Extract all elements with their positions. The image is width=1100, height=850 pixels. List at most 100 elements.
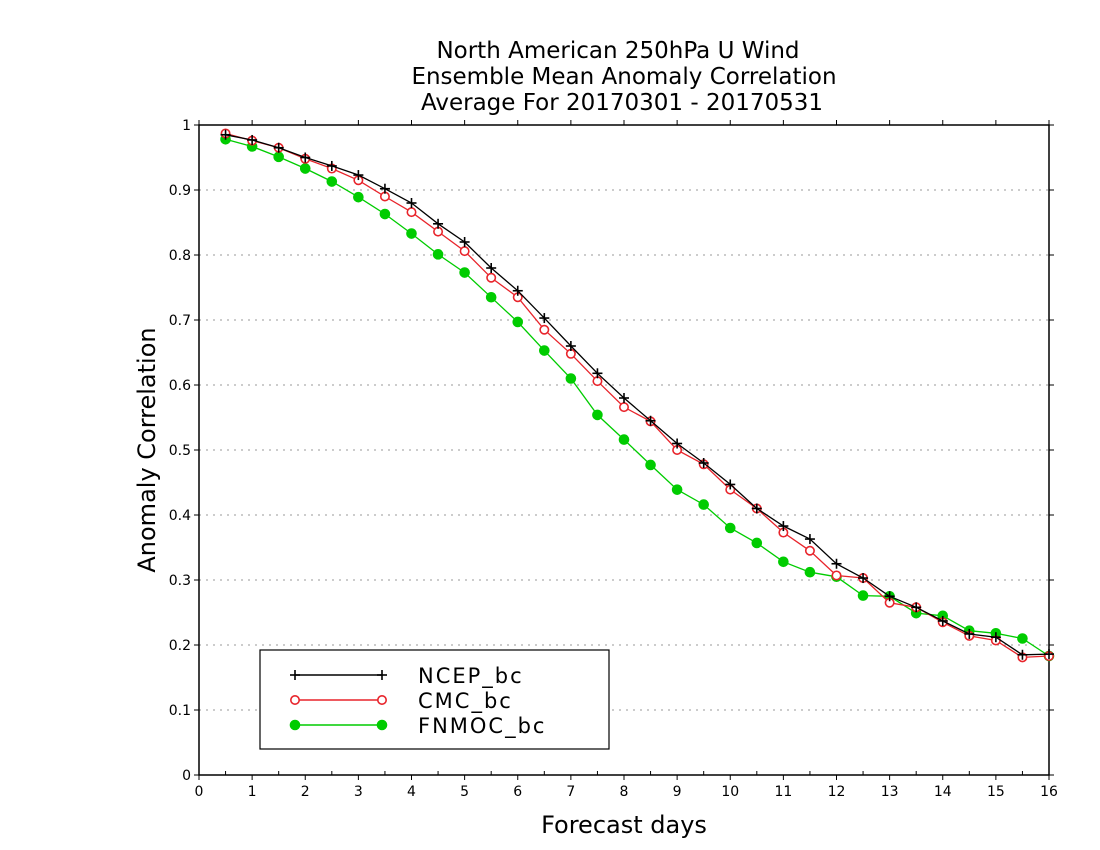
y-tick-label: 0: [182, 768, 191, 784]
x-tick-label: 11: [774, 784, 792, 800]
legend-marker-fnmoc-bc: [376, 719, 388, 731]
x-tick-label: 5: [460, 784, 469, 800]
legend-marker-fnmoc-bc: [289, 719, 301, 731]
x-tick-label: 10: [721, 784, 739, 800]
point-ncep-bc: [300, 152, 311, 163]
point-fnmoc-bc: [618, 434, 630, 445]
point-ncep-bc: [486, 263, 497, 273]
point-fnmoc-bc: [485, 291, 497, 303]
y-tick-label: 0.3: [169, 573, 191, 589]
point-ncep-bc: [353, 170, 364, 181]
point-fnmoc-bc: [671, 484, 683, 495]
y-tick-label: 0.1: [169, 703, 191, 719]
point-fnmoc-bc: [379, 208, 391, 220]
y-tick-label: 0.4: [169, 508, 191, 524]
point-fnmoc-bc: [724, 522, 736, 534]
x-tick-label: 6: [513, 784, 522, 800]
point-fnmoc-bc: [778, 556, 789, 568]
point-fnmoc-bc: [406, 228, 417, 239]
point-fnmoc-bc: [299, 163, 311, 174]
legend-label-cmc: CMC_bc: [418, 689, 513, 714]
point-ncep-bc: [565, 341, 576, 351]
point-fnmoc-bc: [512, 316, 524, 328]
point-ncep-bc: [539, 313, 550, 324]
legend-label-ncep: NCEP_bc: [418, 664, 524, 689]
point-fnmoc-bc: [353, 191, 364, 203]
point-fnmoc-bc: [645, 459, 656, 471]
point-fnmoc-bc: [1017, 633, 1028, 644]
series-ncep-bc: [220, 129, 1054, 660]
legend-marker-ncep-bc: [377, 670, 387, 680]
x-tick-label: 13: [881, 784, 899, 800]
point-ncep-bc: [1017, 649, 1028, 660]
title-line-2: Ensemble Mean Anomaly Correlation: [411, 64, 836, 90]
point-ncep-bc: [1044, 649, 1054, 660]
legend-marker-ncep-bc: [290, 670, 300, 680]
y-tick-label: 0.2: [169, 638, 191, 654]
x-axis: 0 1 2 3 4 5 6 7 8 9 10 11 12 13 14 15 16: [195, 120, 1058, 800]
line-fnmoc-bc: [225, 138, 1050, 657]
point-ncep-bc: [725, 479, 736, 490]
point-ncep-bc: [220, 129, 231, 140]
point-ncep-bc: [433, 218, 444, 229]
y-tick-label: 0.5: [169, 443, 191, 459]
title-line-3: Average For 20170301 - 20170531: [421, 90, 823, 116]
chart-title: North American 250hPa U Wind Ensemble Me…: [411, 38, 836, 116]
point-fnmoc-bc: [565, 373, 577, 384]
line-cmc-bc: [225, 132, 1050, 659]
legend: NCEP_bc CMC_bc FNMOC_bc: [259, 649, 610, 750]
point-ncep-bc: [379, 183, 390, 194]
x-tick-label: 9: [673, 784, 682, 800]
x-tick-label: 15: [987, 784, 1005, 800]
point-ncep-bc: [831, 558, 842, 569]
point-ncep-bc: [273, 142, 284, 153]
point-ncep-bc: [858, 573, 869, 584]
point-ncep-bc: [406, 198, 417, 208]
point-ncep-bc: [964, 628, 975, 639]
x-tick-label: 3: [354, 784, 363, 800]
point-cmc-bc: [459, 246, 470, 257]
point-ncep-bc: [911, 602, 922, 613]
point-cmc-bc: [539, 324, 550, 335]
point-fnmoc-bc: [592, 409, 603, 421]
point-fnmoc-bc: [751, 537, 763, 549]
point-ncep-bc: [247, 134, 258, 145]
y-axis: 0 0.1 0.2 0.3 0.4 0.5 0.6 0.7 0.8 0.9 1: [169, 118, 1054, 784]
x-tick-label: 8: [620, 784, 629, 800]
legend-marker-cmc-bc: [376, 694, 387, 705]
y-axis-title: Anomaly Correlation: [133, 327, 161, 572]
x-tick-label: 4: [407, 784, 416, 800]
legend-marker-cmc-bc: [289, 694, 300, 705]
x-tick-label: 2: [301, 784, 310, 800]
point-cmc-bc: [486, 272, 497, 283]
x-tick-label: 1: [248, 784, 257, 800]
point-fnmoc-bc: [459, 267, 470, 278]
point-ncep-bc: [672, 438, 683, 449]
point-ncep-bc: [698, 458, 709, 468]
point-fnmoc-bc: [804, 566, 816, 578]
y-tick-label: 0.6: [169, 378, 191, 394]
point-ncep-bc: [326, 160, 337, 171]
point-ncep-bc: [884, 591, 895, 602]
point-ncep-bc: [778, 521, 789, 532]
legend-label-fnmoc: FNMOC_bc: [418, 714, 546, 739]
point-cmc-bc: [618, 402, 629, 413]
point-cmc-bc: [804, 545, 815, 556]
point-fnmoc-bc: [273, 151, 284, 163]
x-tick-label: 12: [828, 784, 846, 800]
point-fnmoc-bc: [857, 590, 869, 601]
point-cmc-bc: [831, 570, 842, 581]
y-tick-label: 0.7: [169, 313, 191, 329]
point-ncep-bc: [751, 503, 762, 514]
point-ncep-bc: [990, 632, 1001, 643]
data-series: [220, 128, 1055, 663]
x-tick-label: 7: [566, 784, 575, 800]
point-fnmoc-bc: [698, 499, 709, 510]
point-cmc-bc: [406, 207, 417, 218]
title-line-1: North American 250hPa U Wind: [436, 38, 799, 64]
point-ncep-bc: [592, 368, 603, 379]
series-fnmoc-bc: [220, 134, 1055, 662]
point-fnmoc-bc: [539, 345, 550, 356]
y-tick-label: 1: [182, 118, 191, 134]
